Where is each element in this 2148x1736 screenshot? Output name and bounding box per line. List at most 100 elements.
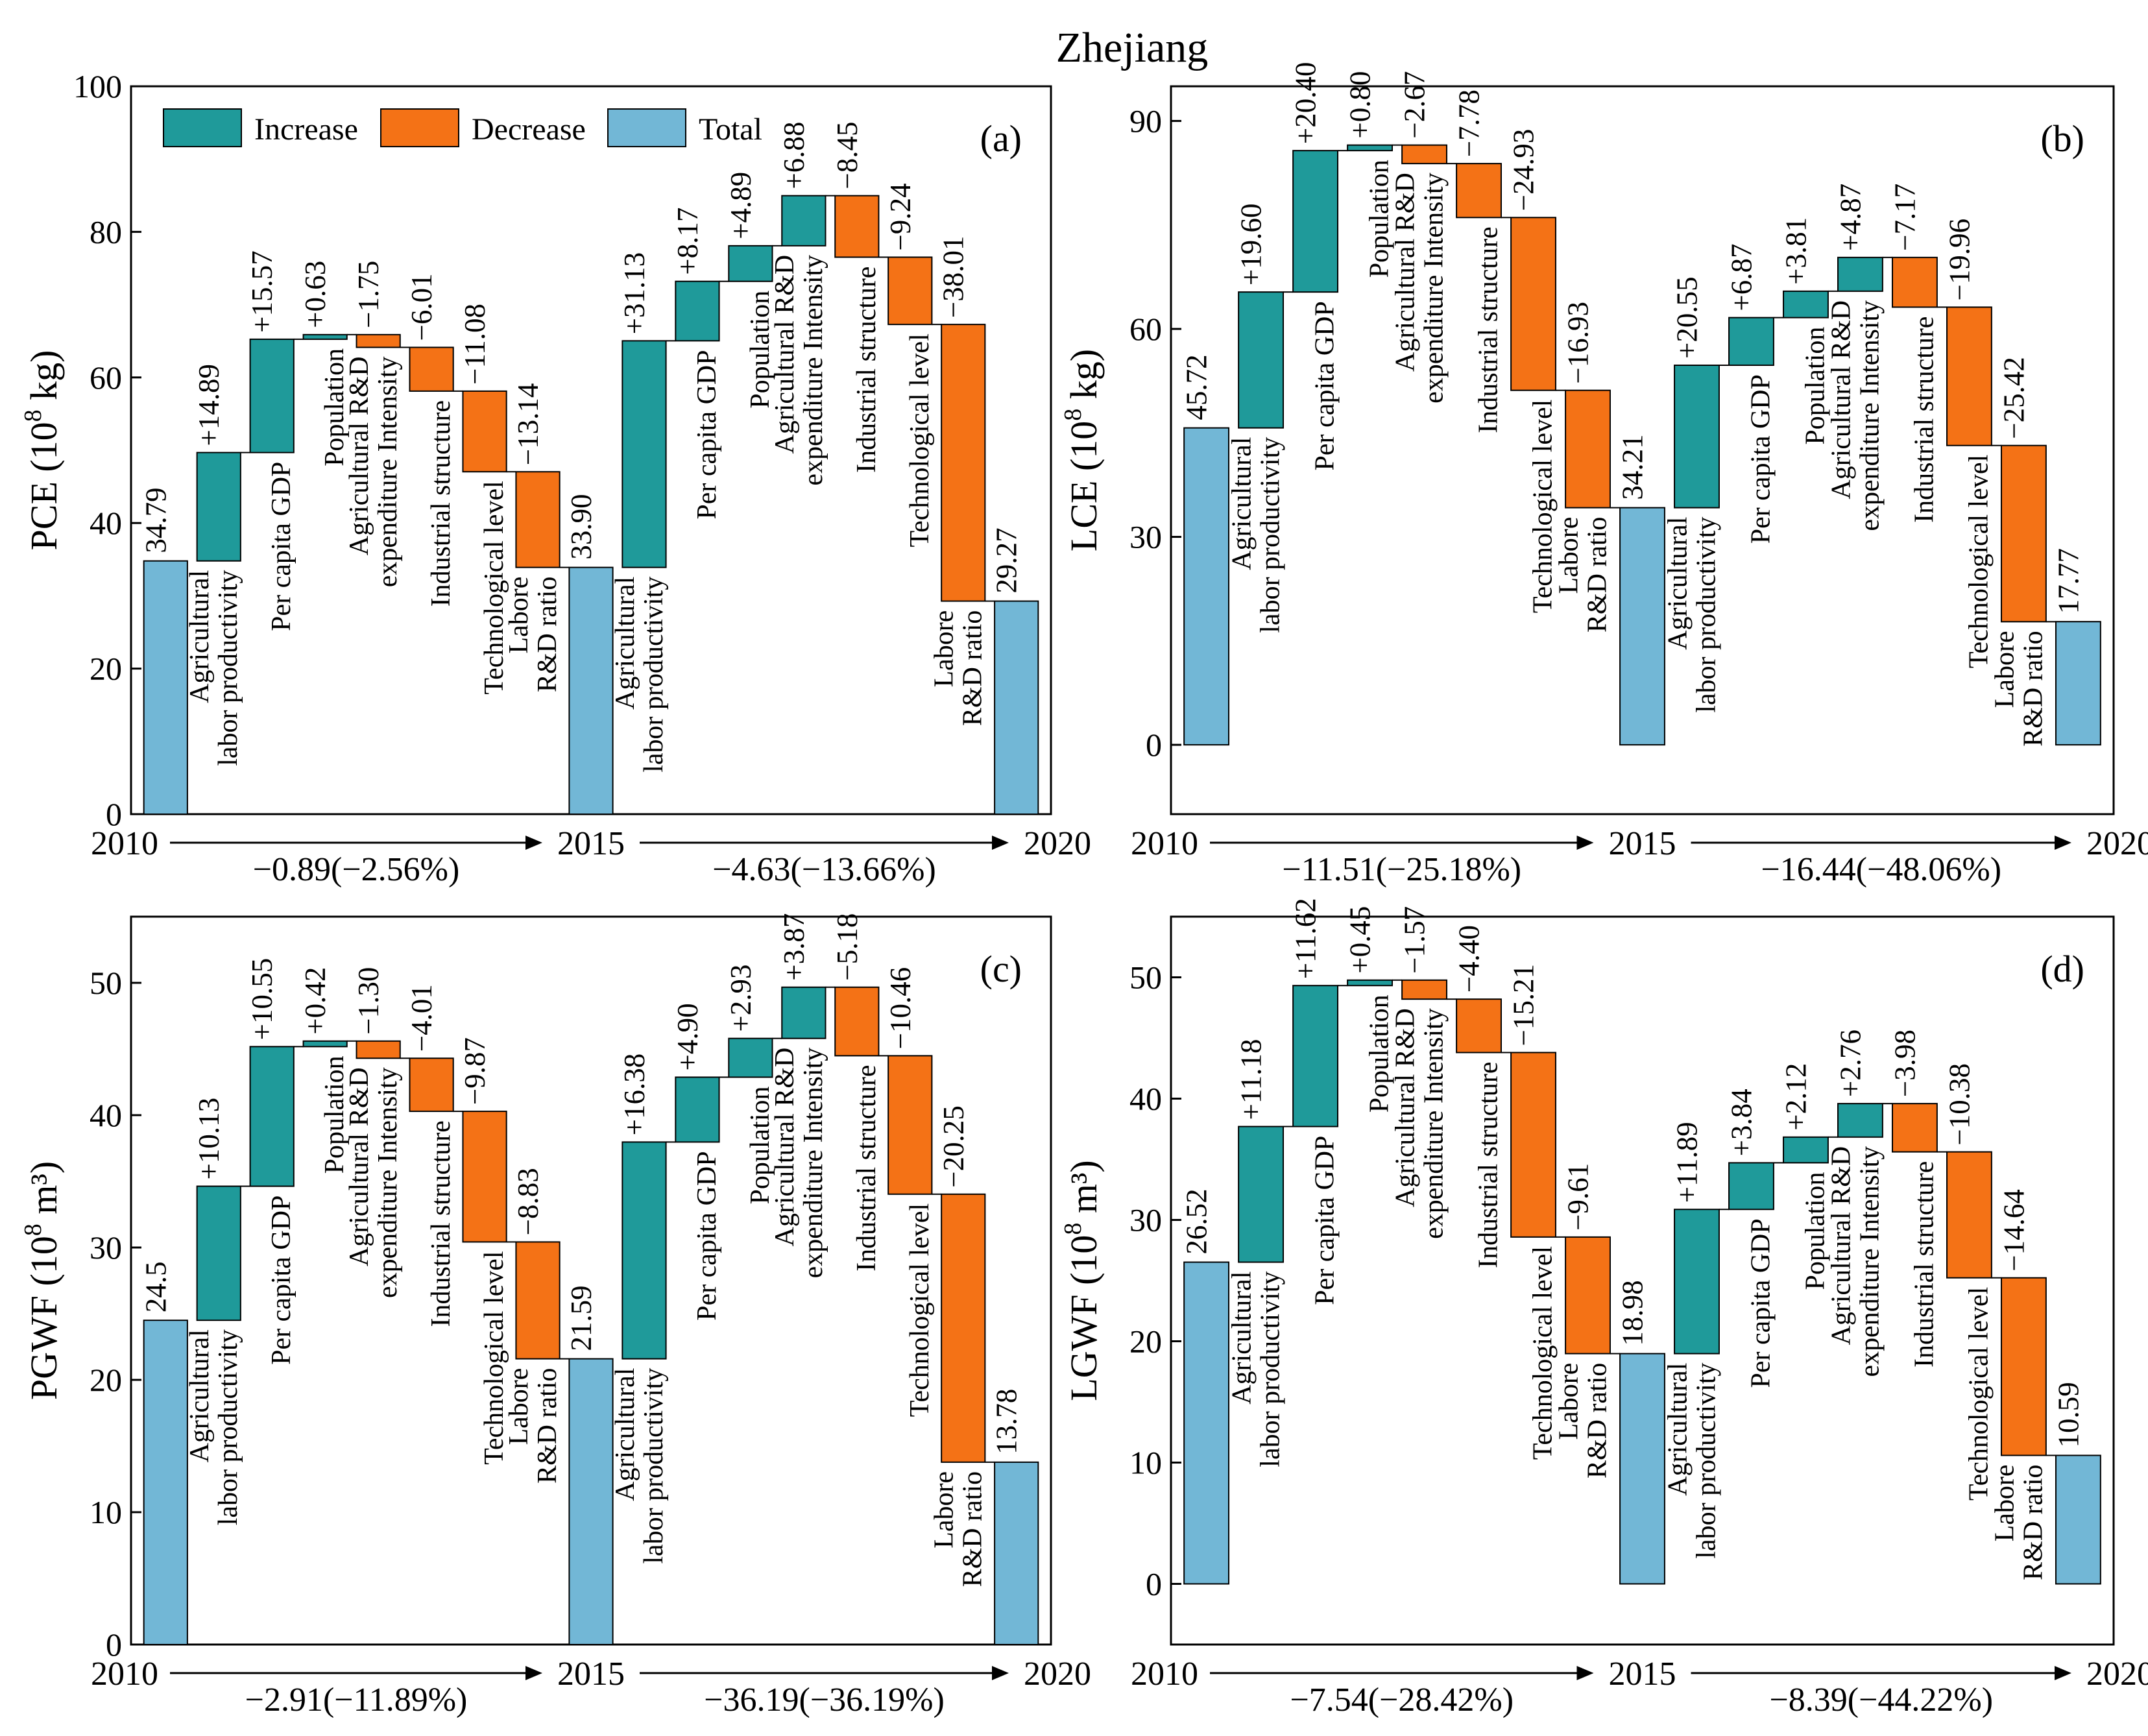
increase-bar: [1292, 150, 1339, 293]
y-tick-label: 0: [1146, 1566, 1162, 1602]
total-value-label: 26.52: [1181, 1188, 1213, 1254]
category-label: Agricultural: [1227, 1272, 1257, 1404]
category-label: Agricultural R&D: [1826, 1146, 1856, 1345]
increase-bar: [249, 1046, 295, 1187]
panel-label: (d): [2040, 948, 2084, 990]
increase-bar: [675, 280, 720, 342]
decrease-bar: [409, 1057, 454, 1113]
category-label: Population: [1800, 327, 1830, 445]
y-axis-label-unit: m³): [1063, 1160, 1105, 1222]
category-label: labor productivity: [213, 1329, 243, 1525]
category-label: R&D ratio: [533, 1368, 562, 1484]
value-label: −10.46: [884, 967, 917, 1050]
increase-bar: [781, 986, 827, 1039]
total-bar: [143, 1320, 188, 1645]
category-label: Agricultural: [185, 570, 215, 703]
y-tick-label: 20: [90, 651, 122, 687]
increase-bar: [728, 245, 773, 282]
value-label: +6.87: [1725, 243, 1757, 311]
total-bar: [1183, 427, 1230, 746]
legend-label-decrease: Decrease: [472, 112, 586, 147]
year-label: 2020: [2086, 1656, 2148, 1693]
increase-bar: [1238, 1126, 1285, 1263]
category-label: Population: [745, 291, 775, 409]
decrease-bar: [2000, 444, 2047, 623]
decrease-bar: [1456, 998, 1502, 1054]
decrease-bar: [1946, 306, 1992, 446]
y-axis-label-text: PCE (10: [23, 422, 65, 550]
year-label: 2020: [2086, 825, 2148, 862]
value-label: −24.93: [1508, 129, 1540, 211]
increase-bar: [621, 1141, 667, 1360]
decrease-bar: [1401, 144, 1447, 165]
category-label: Labore: [504, 577, 534, 654]
period-change-label: −36.19(−36.19%): [704, 1682, 945, 1718]
category-label: Agricultural R&D: [770, 1048, 800, 1247]
y-axis-label-text: LGWF (10: [1063, 1235, 1105, 1401]
period-arrow-head: [2055, 1666, 2071, 1680]
value-label: −6.01: [405, 273, 438, 341]
y-tick-label: 90: [1129, 102, 1162, 139]
value-label: +19.60: [1235, 204, 1268, 286]
decrease-bar: [941, 324, 986, 602]
value-label: −19.96: [1943, 219, 1975, 301]
y-axis-label-sup: 8: [19, 409, 47, 422]
category-label: R&D ratio: [2018, 631, 2048, 746]
category-label: Agricultural R&D: [1391, 173, 1421, 372]
decrease-bar: [515, 1241, 561, 1360]
y-axis-label-sup: 8: [1059, 409, 1087, 421]
category-label: Industrial structure: [852, 266, 882, 472]
category-label: Agricultural: [185, 1329, 215, 1462]
plot-frame: [1170, 915, 2115, 1646]
value-label: +8.17: [671, 208, 704, 275]
value-label: −5.18: [831, 913, 863, 981]
value-label: +4.89: [725, 172, 757, 239]
category-label: Labore: [930, 610, 959, 688]
category-label: expenditure Intensity: [1419, 173, 1449, 404]
year-label: 2010: [91, 1656, 158, 1693]
y-axis-label-sup: 8: [1059, 1223, 1087, 1235]
y-tick-label: 60: [90, 359, 122, 396]
category-label: Agricultural: [1663, 1363, 1693, 1496]
value-label: +4.87: [1834, 184, 1866, 251]
category-label: Agricultural R&D: [1391, 1008, 1421, 1207]
decrease-bar: [356, 333, 401, 348]
increase-bar: [302, 333, 348, 340]
value-label: −13.14: [512, 383, 544, 466]
decrease-bar: [1565, 1236, 1611, 1355]
value-label: −4.01: [405, 984, 438, 1052]
increase-bar: [781, 195, 827, 247]
total-bar: [994, 600, 1039, 815]
value-label: −1.75: [352, 261, 385, 328]
category-label: Industrial structure: [1909, 316, 1939, 522]
category-label: R&D ratio: [958, 610, 988, 726]
category-label: labor productivity: [639, 577, 669, 773]
value-label: +14.89: [193, 364, 225, 446]
category-label: Per capita GDP: [1746, 374, 1776, 544]
category-label: Labore: [504, 1368, 534, 1445]
value-label: +2.76: [1834, 1030, 1866, 1097]
y-tick-label: 80: [90, 213, 122, 250]
value-label: +20.55: [1671, 276, 1703, 359]
decrease-bar: [1892, 1103, 1938, 1153]
category-label: Labore: [1990, 1464, 2020, 1541]
decrease-bar: [1946, 1151, 1992, 1279]
y-tick-label: 10: [90, 1494, 122, 1530]
y-tick-label: 60: [1129, 311, 1162, 347]
increase-bar: [1674, 1209, 1720, 1355]
y-axis-label-unit: kg): [1063, 349, 1105, 409]
period-arrow-head: [992, 836, 1009, 850]
y-axis-label-text: PGWF (10: [23, 1236, 65, 1400]
year-label: 2010: [1131, 1656, 1198, 1693]
category-label: Population: [1365, 160, 1395, 278]
period-arrow-head: [525, 836, 542, 850]
value-label: −4.40: [1453, 925, 1486, 993]
category-label: R&D ratio: [1583, 517, 1613, 633]
total-value-label: 24.5: [139, 1261, 172, 1312]
value-label: −9.61: [1562, 1163, 1595, 1231]
category-label: Industrial structure: [1474, 226, 1504, 433]
category-label: Labore: [1554, 1363, 1584, 1440]
category-label: Technological level: [479, 1251, 509, 1464]
period-arrow-head: [1576, 1666, 1594, 1680]
